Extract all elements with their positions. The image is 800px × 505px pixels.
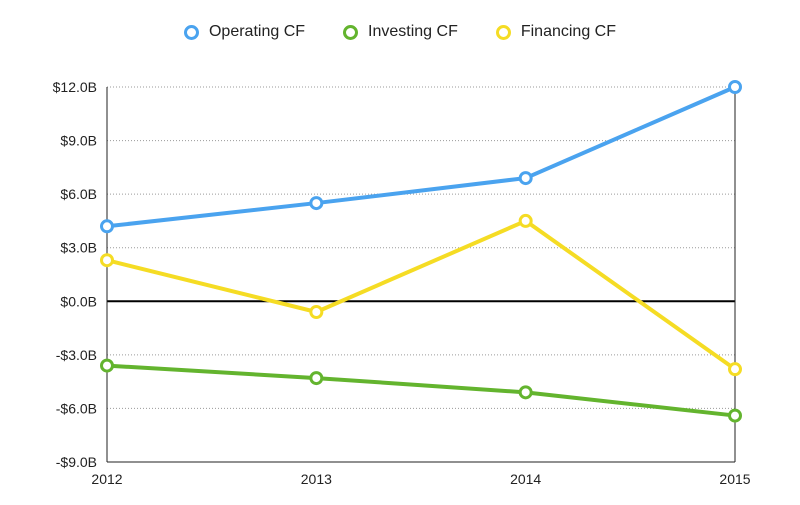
y-tick-label: $3.0B	[60, 240, 97, 256]
x-tick-label: 2012	[91, 471, 122, 487]
legend-label-operating: Operating CF	[208, 23, 306, 40]
legend-marker-financing	[495, 24, 511, 40]
legend-label-investing: Investing CF	[368, 23, 458, 40]
chart-legend: Operating CF Investing CF Financing CF	[0, 18, 800, 46]
data-point	[728, 80, 742, 94]
data-point	[728, 408, 742, 423]
y-tick-label: -$6.0B	[56, 400, 97, 416]
data-point	[100, 253, 114, 268]
data-point	[100, 358, 114, 373]
data-point	[100, 219, 114, 234]
legend-marker-investing	[343, 24, 359, 40]
data-point	[309, 305, 324, 319]
series-line	[105, 218, 737, 372]
series-line	[105, 85, 737, 229]
legend-item-investing: Investing CF	[343, 23, 458, 41]
x-tick-label: 2014	[510, 471, 541, 487]
y-tick-label: $9.0B	[60, 133, 97, 149]
x-tick-label: 2015	[719, 471, 750, 487]
series-line	[105, 363, 737, 418]
data-point	[728, 362, 742, 377]
y-tick-label: -$3.0B	[56, 347, 97, 363]
data-point	[309, 371, 324, 386]
y-tick-label: -$9.0B	[56, 454, 97, 470]
y-tick-label: $0.0B	[60, 293, 97, 309]
data-point	[518, 213, 533, 228]
x-tick-label: 2013	[301, 471, 332, 487]
data-point	[518, 385, 533, 400]
legend-label-financing: Financing CF	[520, 23, 616, 40]
legend-item-financing: Financing CF	[495, 23, 616, 41]
data-point	[309, 196, 324, 211]
data-point	[518, 171, 533, 186]
y-tick-label: $12.0B	[53, 79, 97, 95]
legend-item-operating: Operating CF	[183, 23, 306, 41]
y-tick-label: $6.0B	[60, 186, 97, 202]
legend-marker-operating	[183, 24, 199, 40]
